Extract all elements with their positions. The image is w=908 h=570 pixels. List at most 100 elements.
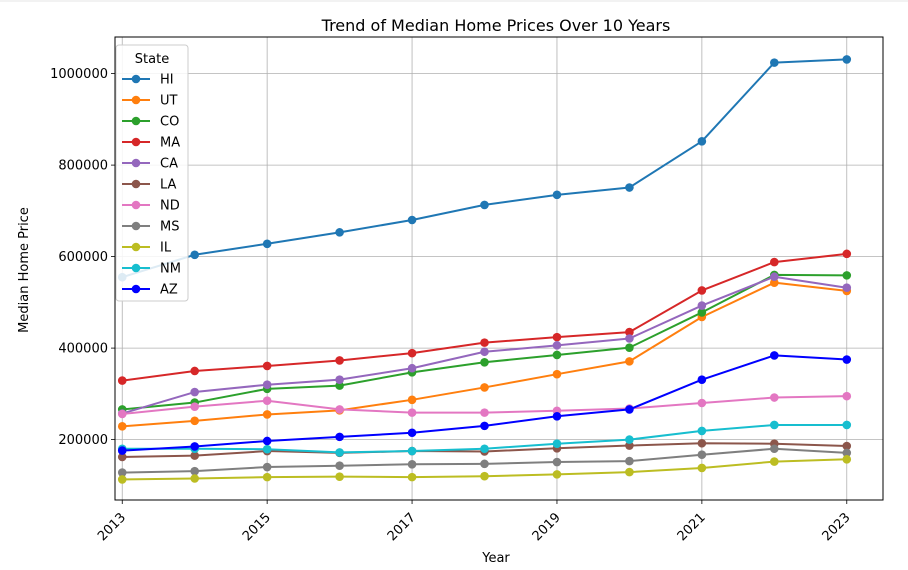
data-point: [190, 387, 199, 397]
data-point: [625, 456, 634, 466]
data-point: [625, 327, 634, 337]
data-point: [552, 190, 562, 200]
y-tick-label: 1000000: [50, 67, 108, 82]
data-point: [842, 271, 852, 280]
series-nd: [117, 391, 852, 419]
data-point: [335, 405, 344, 414]
data-point: [407, 363, 417, 373]
data-point: [480, 200, 489, 210]
data-point: [262, 444, 272, 454]
legend-entry-nm: NM: [122, 262, 181, 277]
legend-label: ND: [160, 199, 180, 214]
data-point: [697, 450, 707, 460]
plot-area-frame: [114, 36, 884, 501]
data-point: [625, 467, 634, 477]
data-point: [842, 454, 852, 464]
legend-label: UT: [160, 94, 178, 109]
data-point: [335, 472, 344, 481]
legend-entry-la: LA: [122, 178, 177, 193]
chart-title: Trend of Median Home Prices Over 10 Year…: [321, 16, 671, 35]
y-tick-label: 800000: [58, 159, 108, 174]
data-point: [262, 410, 272, 419]
legend-label: LA: [160, 178, 177, 193]
data-point: [770, 278, 779, 287]
data-point: [407, 460, 417, 469]
series-nm: [117, 420, 852, 457]
data-point: [625, 435, 634, 444]
data-point: [117, 409, 127, 419]
data-point: [407, 428, 417, 438]
data-point: [335, 461, 344, 470]
legend-title: State: [135, 52, 169, 67]
data-point: [770, 272, 779, 282]
data-point: [480, 383, 489, 392]
legend-marker: [131, 263, 141, 273]
data-point: [190, 416, 199, 426]
data-point: [842, 283, 852, 293]
data-point: [262, 380, 272, 390]
legend-entry-il: IL: [122, 241, 172, 256]
data-point: [117, 468, 127, 477]
legend-entry-hi: HI: [122, 73, 174, 88]
data-point: [335, 432, 344, 442]
data-point: [552, 332, 562, 342]
data-point: [552, 457, 562, 467]
data-point: [190, 451, 199, 460]
data-point: [697, 301, 707, 310]
data-point: [190, 474, 199, 483]
data-point: [117, 452, 127, 462]
data-point: [335, 356, 344, 365]
y-tick-label: 600000: [58, 250, 108, 265]
legend-marker: [131, 137, 141, 147]
data-point: [407, 472, 417, 482]
data-point: [552, 369, 562, 379]
data-point: [117, 446, 127, 455]
series-ut: [117, 278, 852, 431]
data-point: [697, 463, 707, 473]
data-point: [625, 405, 634, 414]
data-point: [335, 228, 344, 237]
data-point: [407, 395, 417, 405]
legend-label: AZ: [160, 283, 178, 298]
legend-marker: [131, 200, 141, 210]
data-point: [407, 446, 417, 456]
data-point: [190, 366, 199, 376]
data-point: [697, 398, 707, 408]
legend-marker: [131, 95, 141, 105]
data-point: [552, 470, 562, 479]
data-point: [770, 257, 779, 267]
data-point: [842, 448, 852, 458]
data-point: [480, 347, 489, 357]
legend-box: [115, 44, 189, 302]
data-point: [480, 357, 489, 367]
data-point: [770, 58, 779, 67]
data-point: [480, 421, 489, 431]
data-point: [480, 471, 489, 481]
legend-marker: [131, 221, 141, 231]
legend: State HI UT CO MA CA LA ND MS IL NM AZ: [115, 44, 189, 302]
data-point: [625, 357, 634, 366]
legend-entry-ma: MA: [122, 136, 180, 151]
data-point: [262, 462, 272, 472]
legend-entry-co: CO: [122, 115, 179, 130]
data-point: [770, 457, 779, 466]
legend-label: IL: [160, 241, 172, 256]
data-point: [407, 408, 417, 417]
data-point: [480, 408, 489, 417]
data-point: [262, 361, 272, 371]
data-point: [262, 472, 272, 482]
data-point: [842, 249, 852, 259]
y-tick-label: 400000: [58, 342, 108, 357]
series-il: [117, 454, 852, 484]
data-point: [770, 420, 779, 430]
legend-label: CO: [160, 115, 179, 130]
data-point: [480, 338, 489, 347]
legend-entry-ms: MS: [122, 220, 179, 235]
legend-label: HI: [160, 73, 174, 88]
data-point: [190, 250, 199, 260]
data-point: [842, 420, 852, 430]
legend-marker: [131, 179, 141, 189]
x-axis-title: Year: [481, 551, 510, 566]
legend-label: NM: [160, 262, 181, 277]
